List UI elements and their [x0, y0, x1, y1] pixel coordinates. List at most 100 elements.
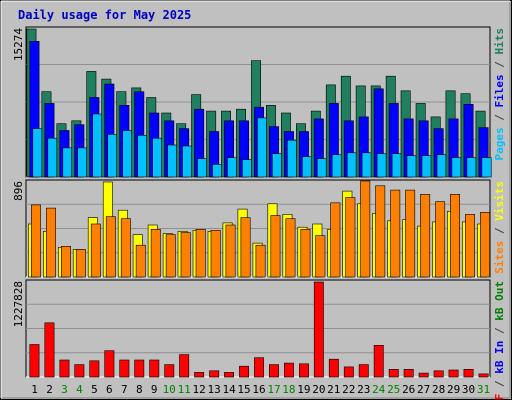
- bar-sites-day-30: [465, 214, 475, 278]
- bar-kb-f-day-25: [388, 368, 399, 378]
- x-tick-label: 24: [372, 383, 386, 396]
- x-tick-label: 14: [222, 383, 236, 396]
- x-tick-label: 1: [31, 383, 38, 396]
- bar-sites-day-29: [450, 194, 460, 278]
- x-tick-label: 20: [312, 383, 325, 396]
- x-tick-label: 13: [207, 383, 220, 396]
- bar-pages-day-17: [271, 153, 282, 178]
- bar-pages-day-16: [257, 117, 267, 178]
- x-tick-label: 21: [327, 383, 340, 396]
- y-max-label: 15274: [12, 28, 25, 61]
- bar-sites-day-15: [240, 217, 251, 278]
- bar-kb-f-day-17: [268, 364, 279, 378]
- bar-sites-day-8: [135, 244, 146, 278]
- bar-pages-day-8: [137, 135, 148, 178]
- bar-pages-day-5: [92, 113, 103, 178]
- x-tick-label: 31: [477, 383, 490, 396]
- bar-kb-f-day-13: [209, 370, 220, 378]
- bar-kb-f-day-20: [313, 281, 324, 378]
- x-tick-label: 26: [402, 383, 415, 396]
- bar-sites-day-13: [210, 230, 221, 278]
- bar-pages-day-2: [47, 137, 58, 178]
- bar-kb-f-day-29: [448, 369, 459, 378]
- x-tick-label: 15: [237, 383, 250, 396]
- x-tick-label: 10: [163, 383, 176, 396]
- legend-entry: /: [493, 221, 506, 241]
- legend-entry: Visits: [493, 181, 506, 221]
- bar-sites-day-19: [300, 229, 311, 278]
- bar-pages-day-9: [152, 137, 163, 178]
- panel-kbf-kbin-kbout: 1227828kB F / kB In / kB Out: [12, 279, 506, 400]
- x-tick-label: 18: [282, 383, 295, 396]
- legend-entry: Files: [493, 74, 506, 107]
- x-tick-label: 28: [432, 383, 445, 396]
- bar-pages-day-21: [331, 154, 342, 178]
- legend-entry: kB Out: [493, 281, 506, 321]
- bar-pages-day-1: [32, 128, 43, 178]
- bar-sites-day-25: [390, 189, 401, 278]
- bar-sites-day-11: [180, 232, 191, 278]
- x-tick-label: 11: [178, 383, 191, 396]
- bar-kb-f-day-7: [119, 359, 130, 378]
- x-tick-label: 19: [297, 383, 310, 396]
- x-axis-labels: 1 2 3 4 5 6 7 8 9 10 11 12 13 14 15 16 17 18 19 20 21 22 23 24 2…: [31, 383, 490, 396]
- bar-pages-day-4: [77, 147, 88, 178]
- panel-legend: kB F / kB In / kB Out: [493, 281, 506, 400]
- bar-sites-day-22: [345, 197, 356, 278]
- bar-kb-f-day-15: [239, 365, 249, 378]
- legend-entry: /: [493, 108, 506, 128]
- bar-pages-day-29: [451, 157, 462, 178]
- bar-kb-f-day-31: [478, 373, 489, 378]
- bar-sites-day-14: [225, 224, 236, 278]
- bar-kb-f-day-27: [418, 372, 429, 378]
- bar-pages-day-14: [227, 157, 237, 178]
- bar-sites-day-20: [315, 235, 326, 278]
- legend-entry: kB In: [493, 341, 506, 374]
- bar-kb-f-day-2: [44, 322, 55, 378]
- legend-entry: kB F: [493, 394, 506, 400]
- bar-pages-day-19: [301, 156, 312, 178]
- bar-sites-day-10: [165, 234, 176, 278]
- bar-kb-f-day-4: [74, 364, 85, 378]
- x-tick-label: 16: [252, 383, 265, 396]
- bar-pages-day-13: [212, 164, 223, 178]
- x-tick-label: 3: [61, 383, 68, 396]
- bar-kb-f-day-8: [134, 359, 145, 378]
- legend-entry: /: [493, 321, 506, 341]
- bar-kb-f-day-16: [254, 357, 264, 378]
- bar-sites-day-23: [360, 180, 371, 278]
- bar-sites-day-12: [195, 229, 206, 278]
- bar-sites-day-21: [330, 202, 341, 278]
- bar-kb-f-day-11: [179, 354, 190, 378]
- bar-pages-day-20: [316, 158, 327, 178]
- bar-kb-f-day-10: [164, 364, 175, 378]
- bar-pages-day-15: [242, 159, 252, 178]
- bar-sites-day-4: [75, 249, 86, 278]
- bar-kb-f-day-6: [104, 350, 115, 378]
- bar-sites-day-31: [480, 212, 490, 278]
- bar-kb-f-day-24: [373, 344, 384, 378]
- bar-pages-day-3: [62, 147, 73, 178]
- bar-sites-day-24: [375, 185, 386, 278]
- bar-pages-day-12: [197, 158, 208, 178]
- x-tick-label: 2: [46, 383, 53, 396]
- x-tick-label: 5: [91, 383, 98, 396]
- bar-kb-f-day-22: [343, 366, 354, 378]
- x-tick-label: 8: [136, 383, 143, 396]
- bar-kb-f-day-19: [298, 363, 309, 378]
- x-tick-label: 22: [342, 383, 355, 396]
- bar-kb-f-day-18: [283, 362, 294, 378]
- bar-sites-day-1: [30, 204, 41, 278]
- bar-kb-f-day-26: [403, 368, 414, 378]
- bar-pages-day-22: [346, 152, 357, 178]
- panel-hits-files-pages: 15274 Pages / Files / Hits: [12, 26, 506, 178]
- legend-entry: Pages: [493, 127, 506, 160]
- bar-sites-day-18: [285, 218, 296, 278]
- bar-pages-day-24: [376, 153, 387, 178]
- bar-pages-day-23: [361, 152, 372, 178]
- bar-sites-day-3: [60, 246, 71, 278]
- x-tick-label: 17: [267, 383, 280, 396]
